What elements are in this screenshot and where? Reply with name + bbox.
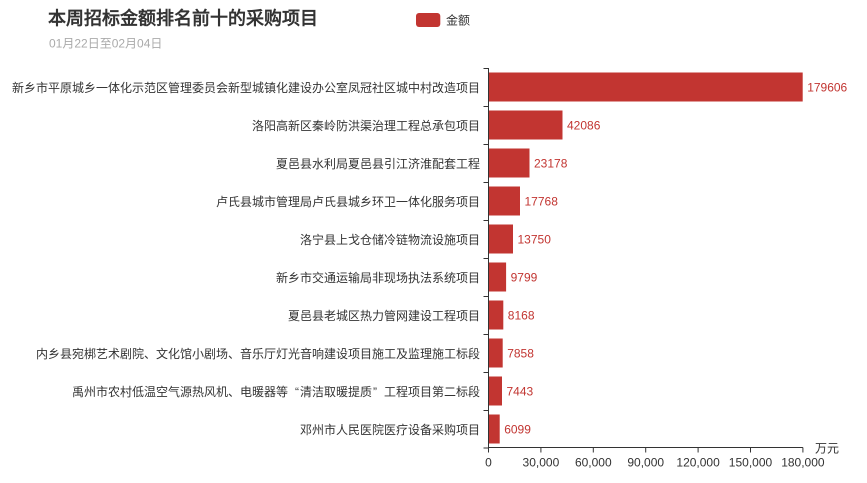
svg-text:7443: 7443 — [507, 384, 534, 398]
svg-text:夏邑县老城区热力管网建设工程项目: 夏邑县老城区热力管网建设工程项目 — [288, 308, 480, 323]
svg-text:本周招标金额排名前十的采购项目: 本周招标金额排名前十的采购项目 — [48, 8, 318, 29]
svg-text:180,000: 180,000 — [781, 455, 825, 469]
svg-text:万元: 万元 — [815, 441, 839, 455]
svg-text:150,000: 150,000 — [729, 455, 773, 469]
svg-text:30,000: 30,000 — [523, 455, 560, 469]
svg-text:90,000: 90,000 — [627, 455, 664, 469]
svg-text:新乡市交通运输局非现场执法系统项目: 新乡市交通运输局非现场执法系统项目 — [276, 270, 480, 285]
svg-text:42086: 42086 — [567, 118, 601, 132]
svg-text:9799: 9799 — [511, 270, 538, 284]
svg-text:洛阳高新区秦岭防洪渠治理工程总承包项目: 洛阳高新区秦岭防洪渠治理工程总承包项目 — [252, 118, 480, 133]
svg-text:卢氏县城市管理局卢氏县城乡环卫一体化服务项目: 卢氏县城市管理局卢氏县城乡环卫一体化服务项目 — [216, 194, 480, 209]
svg-text:23178: 23178 — [534, 156, 568, 170]
svg-text:01月22日至02月04日: 01月22日至02月04日 — [49, 36, 162, 50]
svg-text:60,000: 60,000 — [575, 455, 612, 469]
svg-text:金额: 金额 — [446, 13, 470, 28]
svg-text:新乡市平原城乡一体化示范区管理委员会新型城镇化建设办公室凤冠: 新乡市平原城乡一体化示范区管理委员会新型城镇化建设办公室凤冠社区城中村改造项目 — [12, 80, 480, 95]
svg-text:120,000: 120,000 — [676, 455, 720, 469]
svg-text:13750: 13750 — [518, 232, 552, 246]
svg-text:禹州市农村低温空气源热风机、电暖器等“清洁取暖提质”工程项目: 禹州市农村低温空气源热风机、电暖器等 “清洁取暖提质” 工程项目第二标段 — [72, 384, 480, 399]
svg-text:0: 0 — [485, 455, 492, 469]
svg-text:洛宁县上戈仓储冷链物流设施项目: 洛宁县上戈仓储冷链物流设施项目 — [300, 232, 480, 247]
svg-text:夏邑县水利局夏邑县引江济淮配套工程: 夏邑县水利局夏邑县引江济淮配套工程 — [276, 156, 480, 171]
svg-text:内乡县宛梆艺术剧院、文化馆小剧场、音乐厅灯光音响建设项目施工: 内乡县宛梆艺术剧院、文化馆小剧场、音乐厅灯光音响建设项目施工及监理施工标段 — [36, 346, 480, 361]
svg-text:17768: 17768 — [525, 194, 559, 208]
svg-text:6099: 6099 — [504, 422, 531, 436]
svg-text:179606: 179606 — [807, 80, 847, 94]
svg-text:7858: 7858 — [507, 346, 534, 360]
svg-text:邓州市人民医院医疗设备采购项目: 邓州市人民医院医疗设备采购项目 — [300, 422, 480, 437]
svg-text:8168: 8168 — [508, 308, 535, 322]
